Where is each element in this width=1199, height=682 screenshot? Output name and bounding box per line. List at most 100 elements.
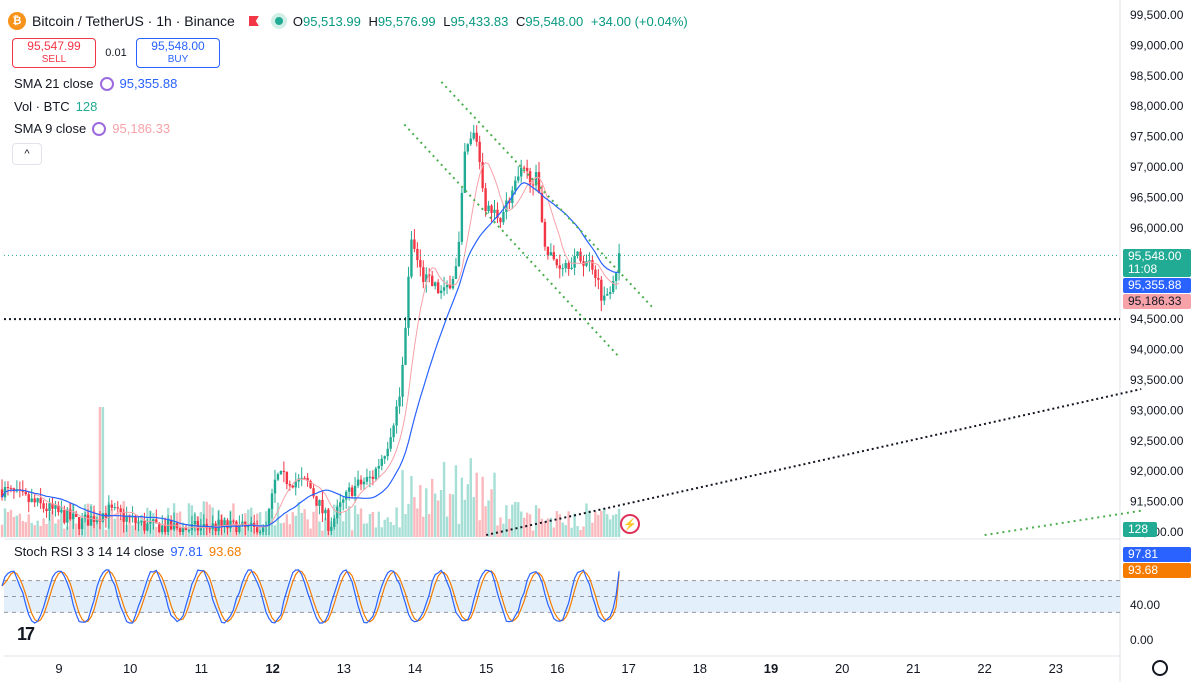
collapse-legend-button[interactable]: ^: [12, 143, 42, 165]
candle-body: [576, 251, 579, 256]
volume-bar: [522, 517, 526, 537]
volume-bar: [54, 523, 57, 537]
time-axis-label: 9: [55, 661, 62, 676]
time-axis-label: 20: [835, 661, 849, 676]
volume-bar: [51, 510, 54, 537]
candle-body: [445, 284, 449, 288]
legend-volume[interactable]: Vol · BTC 128: [14, 99, 98, 114]
candle-body: [137, 522, 140, 524]
volume-bar: [609, 519, 612, 537]
candle-body: [303, 477, 306, 479]
refresh-icon[interactable]: [99, 76, 114, 91]
candle-body: [193, 520, 197, 525]
volume-bar: [131, 525, 134, 537]
candle-body: [386, 448, 389, 457]
volume-bar: [66, 526, 69, 537]
candle-body: [502, 211, 505, 223]
tradingview-logo[interactable]: 17: [17, 624, 35, 644]
price-axis-label: 94,000.00: [1130, 343, 1184, 357]
volume-bar: [98, 407, 102, 537]
candle-body: [57, 505, 60, 513]
candle-body: [9, 487, 13, 489]
rsi-k-tag: 97.81: [1123, 547, 1191, 562]
lightning-icon[interactable]: ⚡: [620, 514, 640, 534]
volume-bar: [466, 484, 470, 537]
candle-body: [223, 520, 226, 526]
time-axis-label: 22: [977, 661, 991, 676]
volume-bar: [383, 519, 386, 537]
volume-bar: [597, 514, 600, 537]
volume-bar: [374, 527, 378, 537]
trade-panel: 95,547.99 SELL 0.01 95,548.00 BUY: [12, 38, 220, 68]
candle-body: [116, 507, 119, 509]
candle-body: [478, 141, 481, 163]
candle-body: [119, 508, 122, 513]
volume-bar: [445, 516, 449, 537]
volume-bar: [463, 499, 467, 537]
candle-body: [413, 239, 416, 249]
symbol-title[interactable]: Bitcoin / TetherUS · 1h · Binance: [32, 13, 235, 29]
candle-body: [537, 172, 541, 193]
sell-button[interactable]: 95,547.99 SELL: [12, 38, 96, 68]
volume-tag: 128: [1123, 522, 1157, 537]
candle-body: [276, 474, 280, 480]
candle-body: [21, 490, 25, 492]
stoch-rsi-legend[interactable]: Stoch RSI 3 3 14 14 close 97.81 93.68: [14, 544, 242, 559]
time-axis-label: 11: [195, 661, 209, 676]
settings-icon[interactable]: [1152, 660, 1168, 676]
candle-body: [481, 162, 484, 189]
candle-body: [555, 259, 559, 266]
volume-bar: [75, 523, 78, 537]
volume-bar: [208, 504, 211, 537]
candle-body: [579, 251, 582, 262]
candle-body: [164, 525, 167, 532]
volume-bar: [247, 509, 250, 537]
volume-bar: [359, 508, 363, 537]
candle-body: [270, 493, 274, 509]
market-status-icon[interactable]: [270, 13, 287, 29]
buy-button[interactable]: 95,548.00 BUY: [136, 38, 220, 68]
time-axis-label: 15: [479, 661, 493, 676]
time-axis-label: 13: [337, 661, 351, 676]
volume-bar: [496, 525, 499, 537]
candle-body: [591, 260, 594, 270]
candle-body: [383, 456, 386, 459]
candle-body: [442, 287, 446, 291]
volume-bar: [386, 517, 389, 537]
candle-body: [531, 184, 535, 186]
volume-bar: [303, 509, 306, 537]
volume-bar: [113, 518, 116, 537]
volume-bar: [558, 514, 561, 537]
stoch-rsi-pane: [1, 569, 1120, 624]
volume-bar: [481, 476, 484, 537]
volume-bar: [158, 530, 161, 537]
legend-sma21[interactable]: SMA 21 close 95,355.88: [14, 76, 178, 91]
volume-bar: [534, 505, 538, 537]
candle-body: [89, 516, 93, 526]
volume-bar: [436, 500, 440, 537]
legend-sma9[interactable]: SMA 9 close 95,186.33: [14, 121, 171, 136]
volume-bar: [45, 524, 48, 537]
candle-body: [466, 144, 470, 152]
volume-bar: [442, 461, 446, 537]
candle-body: [140, 520, 143, 523]
volume-bar: [57, 519, 60, 537]
volume-bar: [365, 523, 369, 537]
candle-body: [344, 491, 348, 500]
candle-body: [543, 221, 547, 247]
candle-body: [297, 478, 300, 482]
candle-body: [377, 465, 381, 469]
candle-body: [267, 508, 271, 526]
candle-body: [217, 519, 220, 532]
candle-body: [558, 265, 561, 269]
candle-body: [425, 274, 428, 283]
flag-icon[interactable]: [248, 16, 259, 26]
candle-body: [520, 167, 523, 177]
volume-bar: [546, 518, 550, 537]
volume-bar: [350, 530, 354, 537]
candle-body: [27, 494, 30, 502]
sma9-line: [1, 161, 620, 529]
refresh-icon[interactable]: [92, 121, 107, 136]
volume-bar: [21, 520, 25, 537]
